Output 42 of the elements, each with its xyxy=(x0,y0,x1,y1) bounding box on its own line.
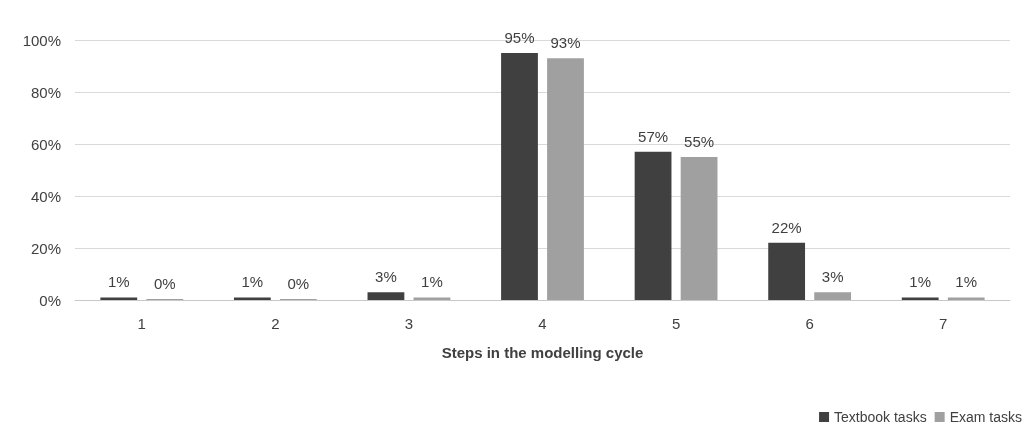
data-label: 57% xyxy=(638,127,669,145)
y-tick-label: 40% xyxy=(30,187,61,205)
data-label: 1% xyxy=(107,273,130,291)
data-label: 1% xyxy=(241,273,264,291)
bar xyxy=(501,53,538,300)
legend-label: Textbook tasks xyxy=(834,409,927,425)
y-tick-label: 100% xyxy=(22,31,61,49)
data-label: 93% xyxy=(550,34,581,52)
data-label: 1% xyxy=(955,273,978,291)
bar xyxy=(547,58,584,300)
bar xyxy=(947,297,985,300)
bar xyxy=(413,297,451,300)
x-tick-label: 4 xyxy=(538,315,547,332)
x-axis-title: Steps in the modelling cycle xyxy=(441,344,644,361)
x-tick-label: 5 xyxy=(671,315,681,332)
bar xyxy=(901,297,939,300)
y-tick-label: 20% xyxy=(30,239,61,257)
data-label: 0% xyxy=(153,275,176,292)
y-tick-label: 0% xyxy=(39,291,61,309)
x-tick-label: 2 xyxy=(271,315,280,332)
bar xyxy=(768,242,806,300)
x-tick-label: 1 xyxy=(137,315,146,332)
legend-label: Exam tasks xyxy=(949,409,1023,425)
data-label: 1% xyxy=(909,273,932,291)
data-label: 0% xyxy=(287,275,310,292)
x-tick-label: 6 xyxy=(805,315,814,332)
bar xyxy=(680,157,718,300)
x-tick-label: 3 xyxy=(404,315,414,332)
y-tick-label: 80% xyxy=(30,83,61,101)
data-label: 1% xyxy=(421,273,443,291)
data-label: 3% xyxy=(821,268,844,286)
bar xyxy=(814,292,852,300)
data-label: 3% xyxy=(375,268,397,286)
bar xyxy=(634,151,672,300)
data-label: 22% xyxy=(771,218,802,236)
data-label: 55% xyxy=(684,133,715,150)
bar xyxy=(100,297,138,300)
x-tick-label: 7 xyxy=(939,315,948,332)
bar xyxy=(233,297,271,300)
y-tick-label: 60% xyxy=(30,135,61,153)
bar xyxy=(367,292,405,300)
data-label: 95% xyxy=(504,29,535,46)
